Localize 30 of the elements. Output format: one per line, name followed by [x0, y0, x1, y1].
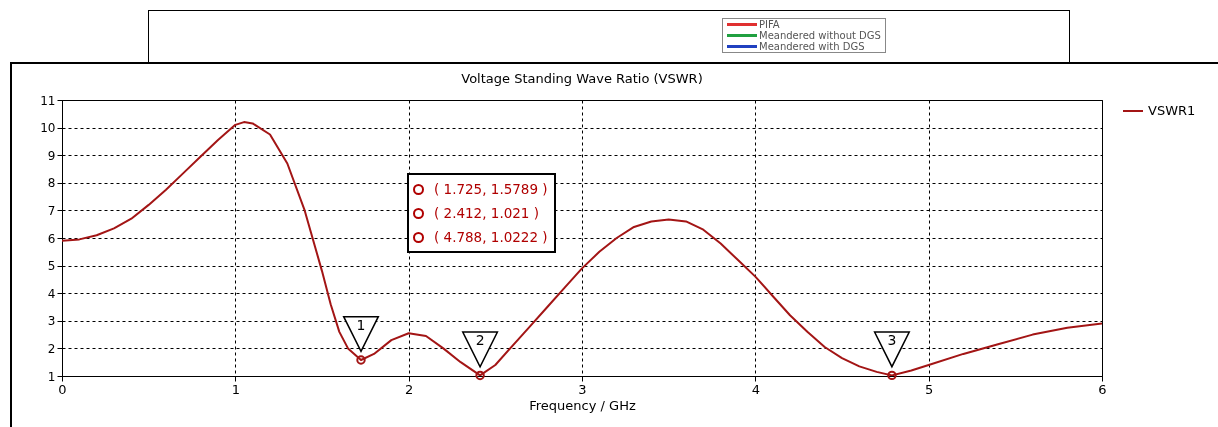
x-tick-label: 1 [231, 381, 240, 397]
y-tick-label: 6 [47, 231, 56, 246]
annotation: ( 2.412, 1.021 ) [434, 204, 539, 223]
y-tick-label: 9 [47, 148, 56, 163]
text: Meandered without DGS [759, 30, 881, 41]
x-tick-label: 5 [925, 381, 934, 397]
annotation: 2 [475, 332, 485, 349]
y-tick-label: 2 [47, 341, 56, 356]
annotation: ( 1.725, 1.5789 ) [434, 180, 548, 199]
y-tick-label: 5 [47, 259, 56, 274]
x-axis-title: Frequency / GHz [529, 397, 636, 413]
x-tick-label: 2 [405, 381, 414, 397]
x-tick-label: 0 [58, 381, 67, 397]
y-tick-label: 1 [47, 369, 56, 384]
chart-title: Voltage Standing Wave Ratio (VSWR) [461, 71, 703, 86]
x-tick-label: 4 [751, 381, 760, 397]
x-tick-label: 3 [578, 381, 587, 397]
text: PIFA [759, 19, 780, 30]
annotation: ( 4.788, 1.0222 ) [434, 228, 548, 247]
y-tick-label: 4 [47, 286, 56, 301]
x-tick-label: 6 [1098, 381, 1107, 397]
annotation: 3 [887, 332, 897, 349]
legend-label: VSWR1 [1148, 103, 1196, 118]
y-tick-label: 7 [47, 203, 56, 218]
y-tick-label: 3 [47, 314, 56, 329]
y-tick-label: 10 [40, 121, 56, 136]
annotation: 1 [356, 317, 366, 334]
text: Meandered with DGS [759, 41, 865, 52]
y-tick-label: 11 [40, 93, 56, 108]
y-tick-label: 8 [47, 176, 56, 191]
